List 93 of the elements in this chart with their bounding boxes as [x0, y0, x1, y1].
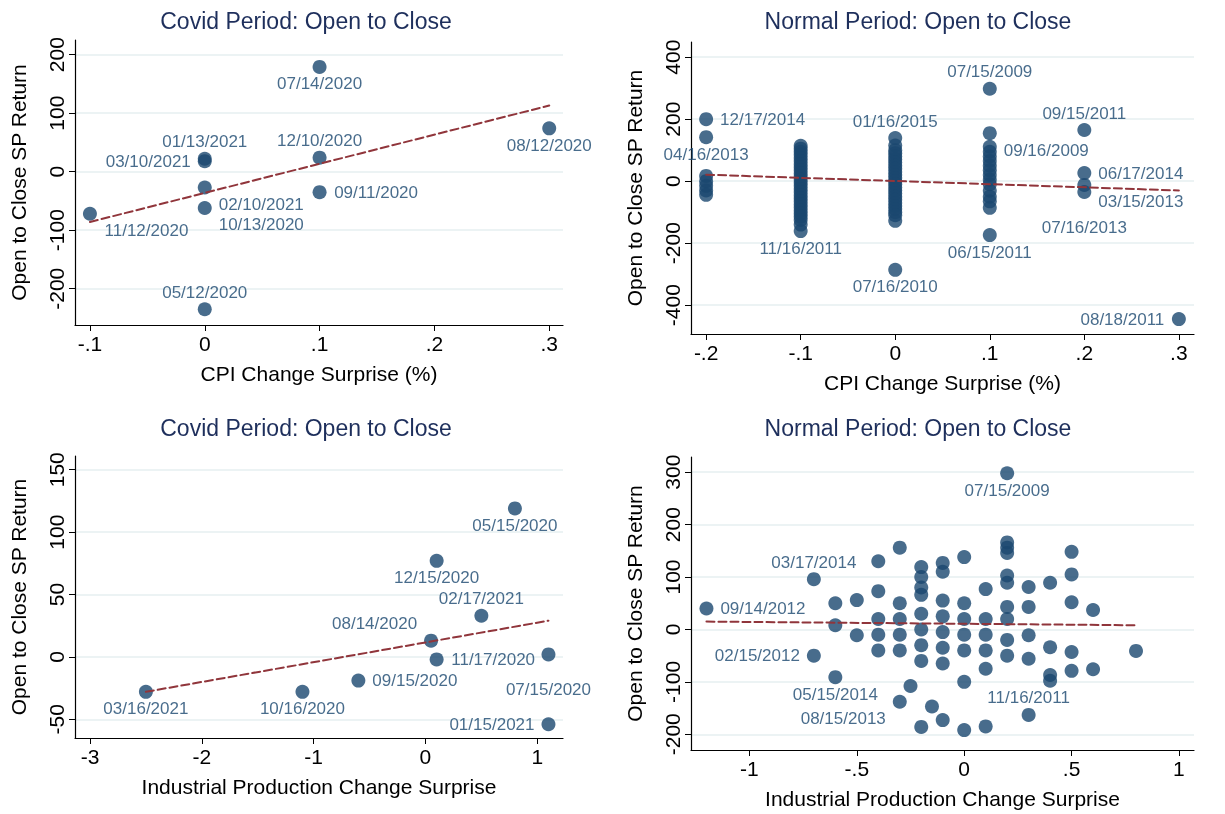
x-tick-label: .5: [1062, 757, 1081, 780]
data-label: 02/10/2021: [218, 194, 304, 214]
data-label: 03/16/2021: [103, 699, 189, 719]
y-tick-label: -100: [45, 209, 68, 252]
y-tick-label: -200: [661, 713, 684, 756]
y-tick-label: 0: [45, 165, 68, 178]
x-axis-title: CPI Change Surprise (%): [200, 362, 438, 385]
data-label: 07/16/2010: [852, 277, 938, 297]
y-tick-label: 0: [661, 175, 684, 188]
data-label: 03/10/2021: [105, 151, 191, 171]
data-label: 06/17/2014: [1098, 163, 1184, 183]
x-tick-label: 1: [531, 745, 544, 768]
x-tick-label: -.5: [844, 757, 870, 780]
x-tick-label: 0: [419, 745, 432, 768]
y-tick-label: 200: [45, 37, 68, 73]
data-label: 01/15/2021: [449, 714, 535, 734]
y-axis-title: Open to Close SP Return: [7, 478, 30, 716]
data-label: 12/17/2014: [720, 109, 806, 129]
x-tick-label: -2: [192, 745, 212, 768]
x-tick-label: -.1: [77, 332, 103, 355]
data-label: 02/15/2012: [714, 646, 800, 666]
x-tick-label: 0: [958, 757, 971, 780]
y-axis-title: Open to Close SP Return: [623, 485, 646, 722]
data-label: 07/16/2013: [1041, 217, 1127, 237]
x-tick-label: -.1: [788, 341, 813, 364]
y-tick-label: 100: [661, 559, 684, 595]
data-label: 07/15/2020: [505, 679, 592, 699]
y-tick-label: 100: [45, 95, 68, 131]
x-tick-label: .2: [1075, 341, 1094, 364]
data-label: 10/16/2020: [259, 699, 345, 719]
y-tick-label: 300: [661, 454, 684, 490]
data-label: 08/14/2020: [332, 614, 418, 634]
x-tick-label: -.2: [693, 341, 719, 364]
y-tick-label: -100: [661, 660, 684, 703]
data-label: 01/16/2015: [852, 111, 938, 131]
data-label: 12/10/2020: [277, 131, 363, 151]
x-axis-title: Industrial Production Change Surprise: [765, 787, 1120, 810]
y-tick-label: 200: [661, 101, 684, 137]
y-axis-title: Open to Close SP Return: [7, 64, 30, 301]
data-label: 08/15/2013: [800, 709, 886, 729]
data-label: 09/16/2009: [1003, 140, 1089, 160]
data-label: 08/12/2020: [506, 135, 592, 155]
y-tick-label: 400: [661, 39, 684, 75]
y-axis-title: Open to Close SP Return: [623, 69, 646, 307]
x-tick-label: .3: [1170, 341, 1188, 364]
data-label: 09/14/2012: [720, 598, 806, 618]
chart-title: Normal Period: Open to Close: [764, 414, 1072, 441]
data-label: 11/16/2011: [987, 688, 1070, 708]
chart-title: Covid Period: Open to Close: [160, 414, 452, 441]
y-tick-label: -50: [45, 704, 68, 735]
data-label: 05/12/2020: [162, 282, 248, 302]
data-label: 09/11/2020: [334, 182, 418, 202]
x-tick-label: -1: [304, 745, 323, 768]
chart-title: Covid Period: Open to Close: [160, 7, 452, 34]
x-tick-label: -1: [740, 757, 759, 780]
x-tick-label: .3: [540, 332, 558, 355]
data-label: 08/18/2011: [1080, 309, 1165, 329]
x-tick-label: 0: [198, 332, 211, 355]
data-label: 01/13/2021: [162, 132, 248, 152]
data-label: 11/16/2011: [759, 238, 842, 258]
y-tick-label: 50: [45, 582, 68, 607]
data-label: 07/14/2020: [277, 74, 363, 94]
x-axis-title: CPI Change Surprise (%): [824, 371, 1061, 394]
x-tick-label: .2: [425, 332, 444, 355]
y-tick-label: 0: [45, 651, 68, 663]
data-label: 12/15/2020: [394, 568, 480, 588]
data-label: 11/17/2020: [451, 649, 536, 669]
x-tick-label: -3: [80, 745, 100, 768]
x-tick-label: .1: [310, 332, 329, 355]
x-tick-label: 0: [889, 341, 902, 364]
data-label: 05/15/2020: [472, 515, 558, 535]
y-tick-label: -400: [661, 284, 684, 327]
data-label: 03/15/2013: [1098, 192, 1184, 212]
chart-title: Normal Period: Open to Close: [764, 7, 1072, 34]
data-label: 07/15/2009: [947, 62, 1033, 82]
data-label: 02/17/2021: [438, 589, 524, 609]
data-label: 06/15/2011: [947, 242, 1032, 262]
x-tick-label: 1: [1173, 757, 1185, 780]
y-tick-label: 200: [661, 507, 684, 543]
data-label: 09/15/2011: [1042, 103, 1127, 123]
data-label: 07/15/2009: [964, 480, 1050, 500]
y-tick-label: 150: [45, 452, 68, 488]
x-tick-label: .1: [981, 341, 999, 364]
y-tick-label: -200: [45, 267, 68, 310]
data-label: 05/15/2014: [792, 684, 878, 704]
data-label: 11/12/2020: [104, 221, 189, 241]
data-label: 09/15/2020: [372, 671, 458, 691]
x-axis-title: Industrial Production Change Surprise: [141, 775, 497, 798]
data-label: 03/17/2014: [771, 552, 857, 572]
data-label: 10/13/2020: [218, 215, 304, 235]
y-tick-label: -200: [661, 222, 684, 265]
y-tick-label: 100: [45, 514, 68, 550]
y-tick-label: 0: [661, 623, 684, 636]
